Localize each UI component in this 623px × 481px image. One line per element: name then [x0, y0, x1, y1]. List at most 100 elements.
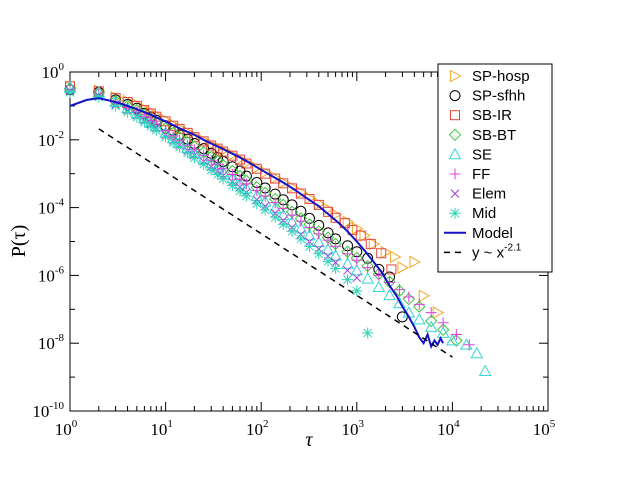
data-point: [313, 199, 324, 210]
data-point: [259, 190, 271, 202]
data-point: [362, 327, 374, 339]
y-tick-base: 10: [38, 266, 55, 285]
data-point: [450, 329, 462, 341]
legend-swatch: [450, 189, 460, 198]
series-line: [98, 128, 453, 358]
data-point: [145, 120, 157, 132]
data-point: [217, 173, 229, 185]
y-tick-label: 10-10: [32, 400, 64, 421]
data-point: [463, 339, 475, 351]
series-7: [64, 86, 374, 339]
x-tick-base: 10: [342, 420, 359, 439]
legend-label: y ~ x-2.1: [472, 242, 522, 261]
legend-swatch: [448, 128, 462, 142]
data-point: [351, 285, 363, 297]
data-point: [234, 185, 246, 197]
data-point: [313, 228, 325, 240]
legend-entry: SB-BT: [448, 127, 516, 144]
legend-label: SB-IR: [472, 107, 512, 124]
legend-entry: Model: [444, 225, 513, 242]
x-tick-exp: 0: [72, 418, 78, 430]
data-point: [160, 131, 172, 143]
legend-label: Model: [472, 225, 513, 242]
y-tick-label: 10-6: [38, 264, 65, 285]
data-point: [313, 248, 325, 260]
data-point: [303, 229, 316, 241]
data-point: [425, 307, 437, 319]
data-point: [131, 111, 143, 123]
data-point: [330, 262, 342, 274]
data-point: [397, 261, 409, 274]
data-point: [386, 264, 397, 275]
legend-entry: y ~ x-2.1: [444, 242, 522, 261]
data-point: [240, 190, 252, 202]
data-point: [269, 211, 281, 223]
legend-label-base: y ~ x: [472, 244, 505, 261]
data-point: [303, 240, 315, 252]
data-point: [342, 248, 354, 260]
data-point: [437, 317, 449, 329]
data-point: [277, 218, 289, 230]
legend-swatch: [450, 69, 462, 83]
legend: SP-hosp SP-sfhh SB-IR SB-BT SE FF Elem Mid Model…: [437, 63, 553, 273]
data-point: [122, 106, 134, 118]
data-point: [365, 238, 376, 249]
y-tick-base: 10: [32, 402, 49, 421]
x-tick-base: 10: [533, 420, 550, 439]
data-point: [362, 262, 374, 274]
data-point: [478, 364, 492, 377]
data-point: [372, 280, 386, 293]
data-point: [321, 242, 335, 255]
data-point: [446, 333, 459, 346]
y-tick-base: 10: [38, 131, 55, 150]
legend-label: SP-sfhh: [472, 88, 525, 105]
tick-labels: 100 101 102 103 104 10510010-210-410-610-810-…: [32, 61, 555, 439]
data-point: [342, 215, 355, 229]
data-point: [394, 284, 406, 296]
legend-swatch: [450, 110, 460, 121]
data-point: [287, 183, 298, 194]
y-tick-base: 10: [38, 334, 55, 353]
data-point: [295, 233, 307, 245]
x-tick-exp: 2: [263, 418, 269, 430]
x-tick-exp: 3: [359, 418, 365, 430]
data-point: [341, 257, 354, 269]
legend-label: FF: [472, 166, 490, 183]
y-tick-label: 10-2: [38, 129, 64, 150]
data-point: [368, 237, 381, 251]
data-point: [470, 346, 484, 359]
x-tick-base: 10: [246, 420, 263, 439]
legend-label-exp: -2.1: [504, 242, 522, 253]
series-layer: [63, 80, 492, 377]
data-point: [393, 296, 406, 309]
data-point: [226, 179, 238, 191]
data-point: [174, 141, 186, 153]
data-point: [450, 334, 463, 347]
data-point: [150, 124, 162, 136]
data-point: [412, 312, 426, 325]
x-tick-label: 100: [55, 418, 78, 439]
data-point: [234, 173, 246, 185]
y-tick-exp: 0: [59, 61, 65, 73]
legend-entry: SP-sfhh: [449, 88, 525, 105]
y-tick-exp: -4: [55, 197, 65, 209]
legend-swatch: [449, 207, 461, 219]
x-tick-label: 104: [437, 418, 460, 439]
data-point: [350, 263, 364, 276]
data-point: [295, 215, 307, 227]
data-point: [424, 320, 438, 332]
series-9: [98, 128, 453, 358]
data-point: [436, 326, 450, 338]
legend-label: Mid: [472, 205, 496, 222]
x-tick-exp: 4: [454, 418, 460, 430]
data-point: [188, 152, 200, 164]
data-point: [413, 298, 425, 310]
data-point: [343, 266, 352, 275]
data-point: [329, 249, 342, 261]
data-point: [361, 272, 375, 284]
x-tick-label: 103: [342, 418, 365, 439]
x-tick-base: 10: [437, 420, 454, 439]
legend-label: SB-BT: [472, 127, 516, 144]
legend-entry: SB-IR: [450, 107, 512, 124]
